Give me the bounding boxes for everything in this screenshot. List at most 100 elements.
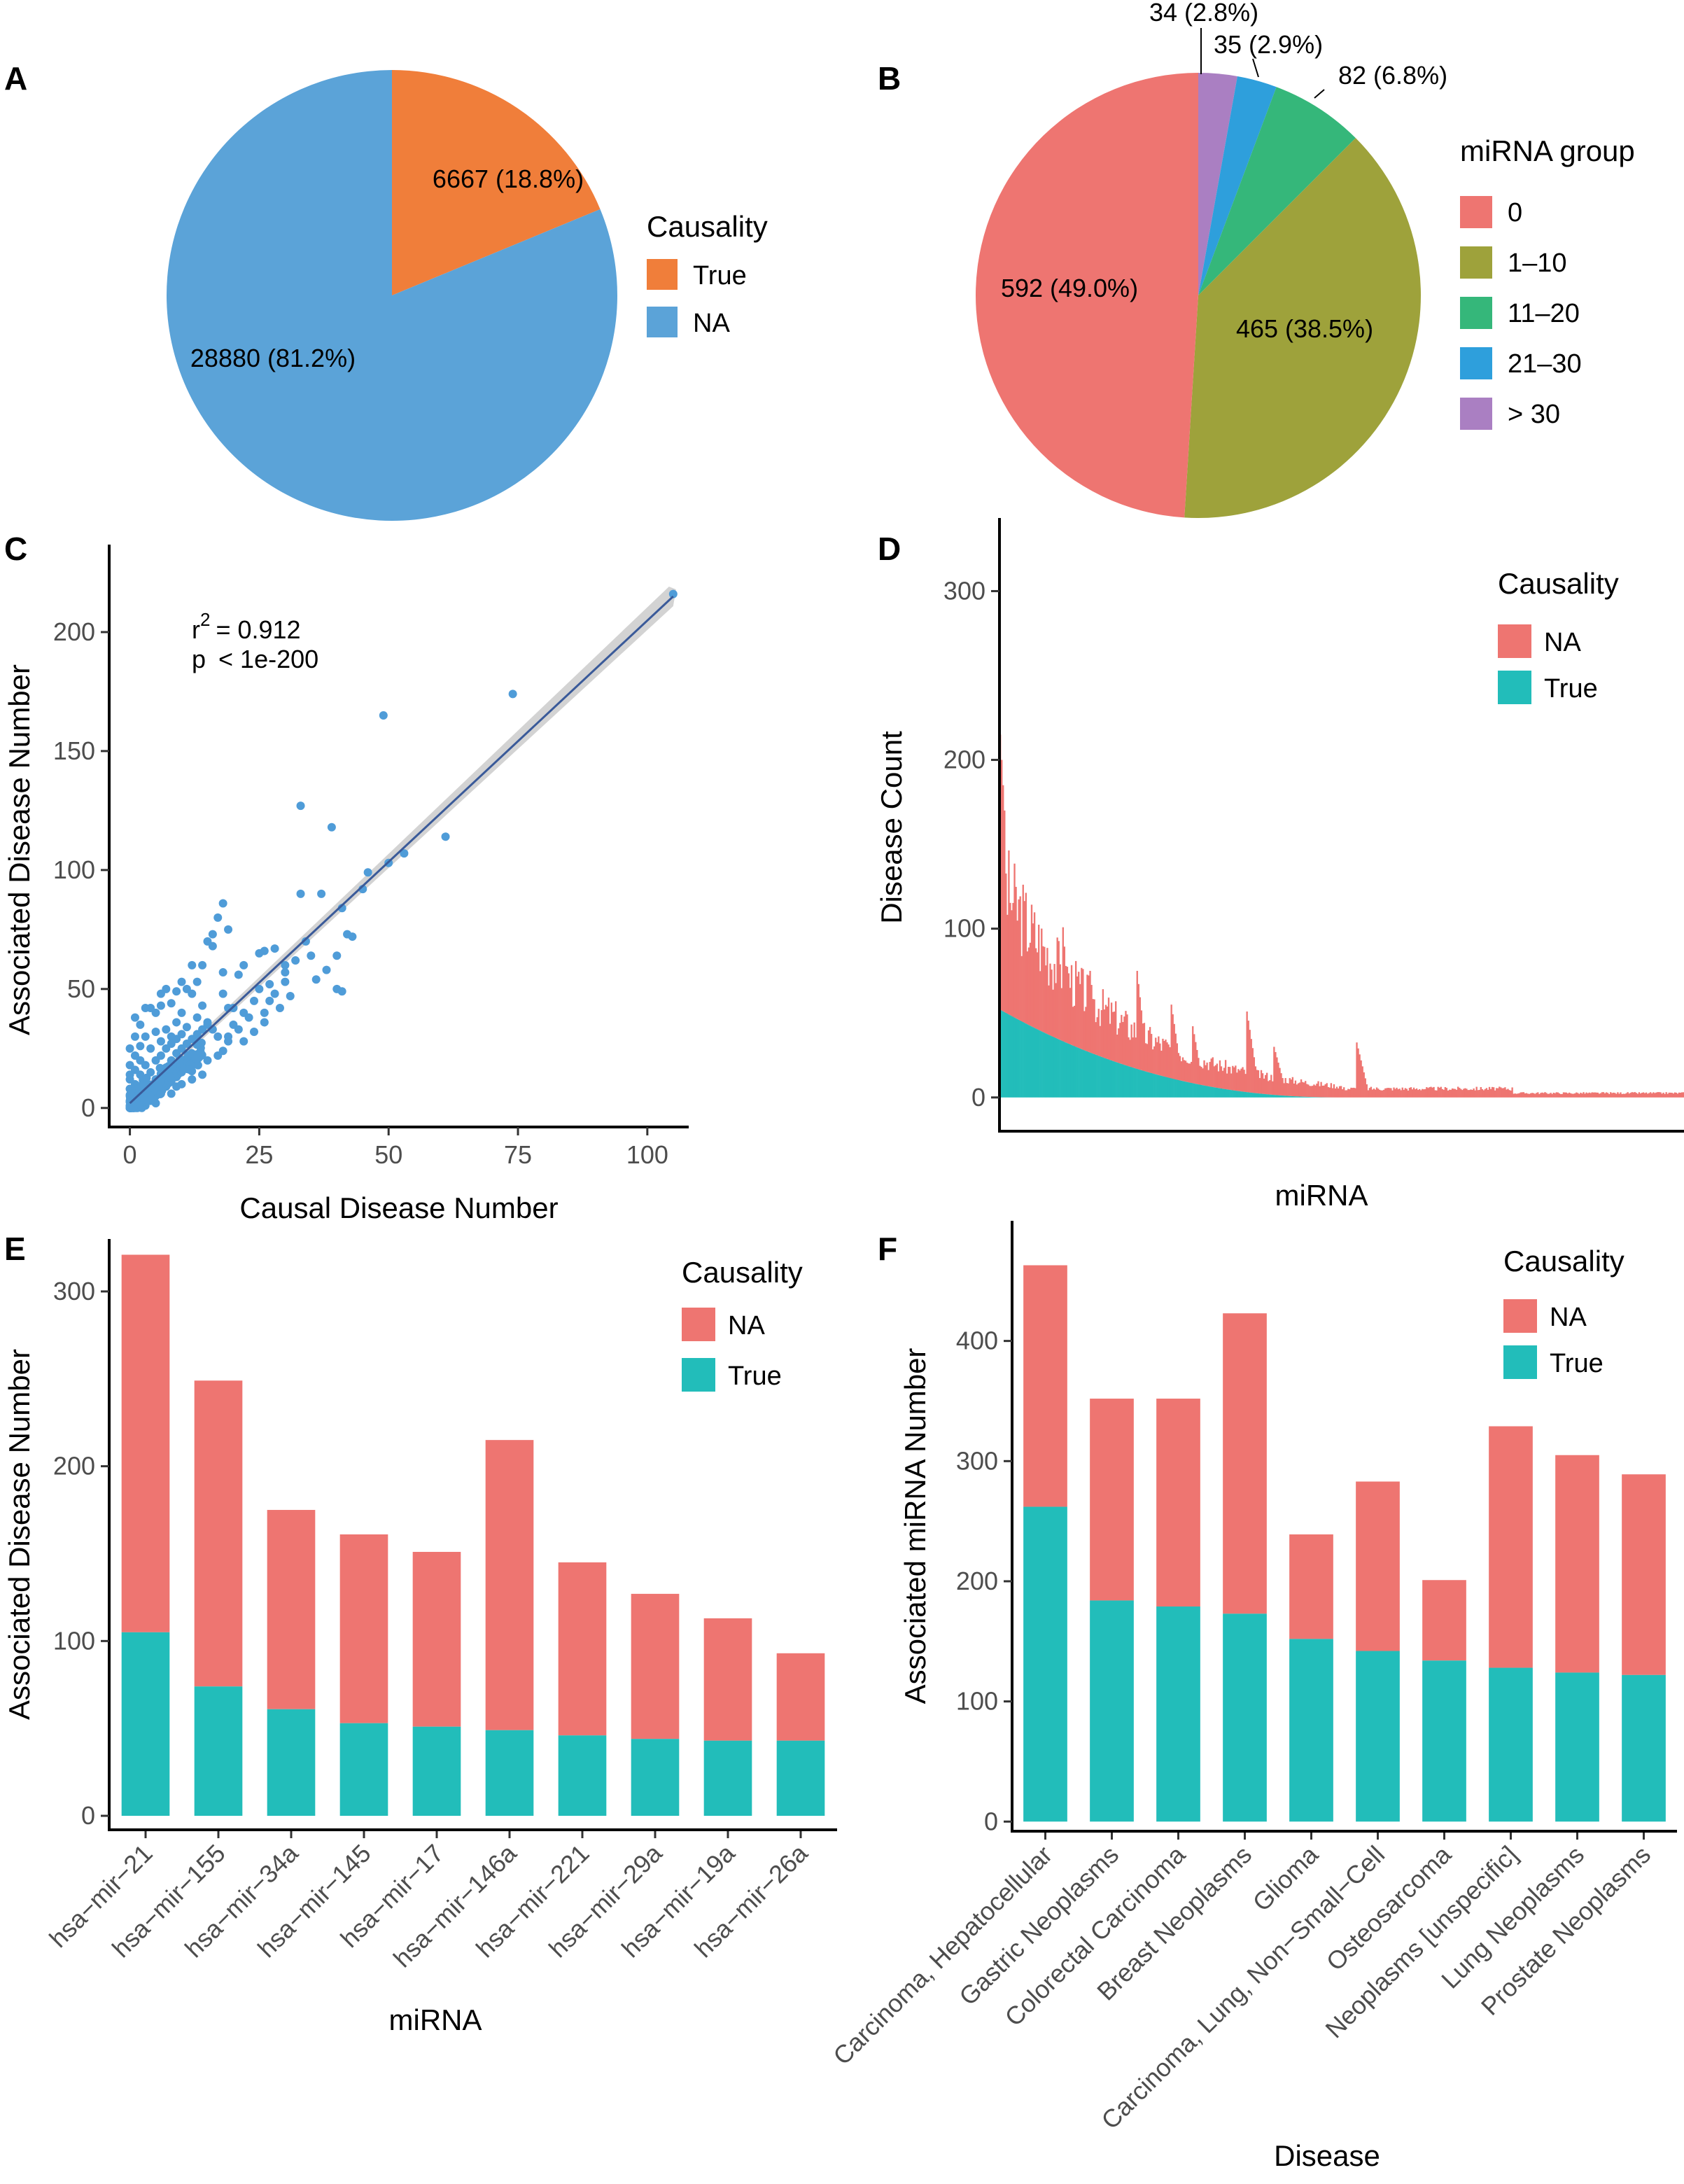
data-point xyxy=(244,1013,253,1022)
bar-na xyxy=(1103,1009,1106,1058)
bar-true xyxy=(1065,1042,1067,1098)
bar-na xyxy=(1242,1067,1244,1092)
bar-true xyxy=(1093,1054,1095,1098)
bar-true xyxy=(1103,1058,1106,1098)
bar-na xyxy=(1492,1087,1495,1098)
bar-na xyxy=(1587,1093,1589,1098)
bar-na xyxy=(1447,1090,1450,1098)
bar-true xyxy=(1212,1086,1214,1098)
bar-true xyxy=(1106,1058,1109,1098)
bar-na xyxy=(1485,1088,1488,1098)
bar-na xyxy=(1237,1069,1240,1091)
legend-swatch-gt30 xyxy=(1460,398,1492,430)
data-point xyxy=(337,987,346,996)
bar-true xyxy=(1104,1058,1107,1098)
bar-true xyxy=(1033,1028,1036,1098)
bar-na xyxy=(1360,1060,1362,1098)
bar-true xyxy=(1092,1054,1094,1098)
bar-true xyxy=(1310,1097,1312,1098)
bar-na xyxy=(1081,967,1083,1049)
x-tick-label: hsa−mir−146a xyxy=(388,1838,522,1973)
bar-na xyxy=(1232,1065,1234,1091)
bar-na xyxy=(1474,1090,1476,1098)
bar-true xyxy=(1166,1077,1168,1098)
data-point xyxy=(182,1023,191,1032)
data-point xyxy=(151,1028,160,1037)
legend-label: True xyxy=(1550,1349,1604,1378)
bar-true xyxy=(1242,1091,1244,1098)
bar-na xyxy=(1023,901,1025,1023)
data-point xyxy=(291,956,300,965)
bar-true xyxy=(1193,1083,1195,1098)
bar-true xyxy=(1239,1091,1241,1098)
bar-na xyxy=(1524,1093,1527,1098)
bar-true xyxy=(1146,1072,1149,1098)
bar-na xyxy=(1422,1088,1424,1098)
pie-slice-group-3 xyxy=(1198,76,1277,295)
data-point xyxy=(348,932,357,941)
bar-true xyxy=(1060,1040,1062,1098)
bar-na xyxy=(1074,960,1077,1047)
bar-na xyxy=(1324,1084,1326,1098)
bar-na xyxy=(1604,1093,1606,1098)
bar-na xyxy=(1504,1087,1506,1098)
legend-label: 0 xyxy=(1508,198,1522,227)
bar-true xyxy=(1067,1044,1070,1098)
bar-na xyxy=(1158,1036,1160,1075)
bar-na xyxy=(1648,1093,1650,1098)
x-axis-title: Causal Disease Number xyxy=(239,1191,558,1224)
bar-na xyxy=(1338,1086,1341,1098)
bar-na xyxy=(1073,1005,1076,1046)
bar-true xyxy=(1217,1088,1220,1098)
bar-na xyxy=(1508,1090,1510,1098)
data-point xyxy=(177,1030,186,1039)
bar-true xyxy=(1143,1071,1146,1098)
bar-na xyxy=(1313,1084,1315,1098)
bar-na xyxy=(1537,1092,1539,1098)
pie-slice-group-0 xyxy=(975,73,1198,518)
bar-na xyxy=(1461,1090,1464,1098)
bar-na xyxy=(1327,1086,1329,1098)
y-tick-label: 200 xyxy=(53,1452,95,1480)
bar-na xyxy=(1411,1089,1414,1098)
bar-na xyxy=(1244,1074,1247,1092)
y-tick-label: 100 xyxy=(956,1687,998,1716)
data-point xyxy=(327,822,336,832)
legend-swatch-true xyxy=(1498,671,1531,704)
data-point xyxy=(192,977,202,986)
bar-na xyxy=(1654,1093,1656,1098)
data-point xyxy=(400,849,409,858)
bar-true xyxy=(1181,1081,1184,1098)
bar-na xyxy=(1625,1093,1627,1098)
legend-title: Causality xyxy=(1503,1245,1625,1278)
bar-true xyxy=(1173,1079,1175,1098)
data-point xyxy=(239,1037,248,1046)
bar-na xyxy=(1319,1086,1321,1098)
data-point xyxy=(162,1025,171,1034)
bar-true xyxy=(1213,1087,1215,1098)
bar-true xyxy=(1144,1071,1147,1098)
data-point xyxy=(130,1051,139,1060)
y-tick-label: 300 xyxy=(943,576,985,605)
bar-na xyxy=(1639,1093,1642,1098)
bar-na xyxy=(1062,927,1064,1042)
bar-na xyxy=(1571,1093,1573,1098)
data-point xyxy=(508,690,517,699)
bar-na xyxy=(1143,1023,1146,1072)
bar-true xyxy=(1015,1018,1017,1098)
legend-label: NA xyxy=(1550,1303,1587,1332)
bar-na xyxy=(1027,947,1030,1026)
bar-na xyxy=(1036,952,1039,1030)
bar-na xyxy=(1368,1088,1371,1098)
bar-na xyxy=(1448,1089,1451,1098)
bar-na xyxy=(1538,1093,1541,1098)
data-point xyxy=(218,989,227,998)
bar-true xyxy=(1305,1096,1307,1098)
bar-na xyxy=(1668,1092,1670,1098)
bar-na xyxy=(1069,988,1072,1044)
bar-true xyxy=(1023,1023,1025,1098)
bar-na xyxy=(1515,1093,1517,1098)
bar-na xyxy=(1655,1092,1657,1098)
bar-na xyxy=(1286,1083,1288,1096)
panel-d-bar-chart: 0 100 200 300 miRNA Disease Count xyxy=(875,518,1684,1212)
